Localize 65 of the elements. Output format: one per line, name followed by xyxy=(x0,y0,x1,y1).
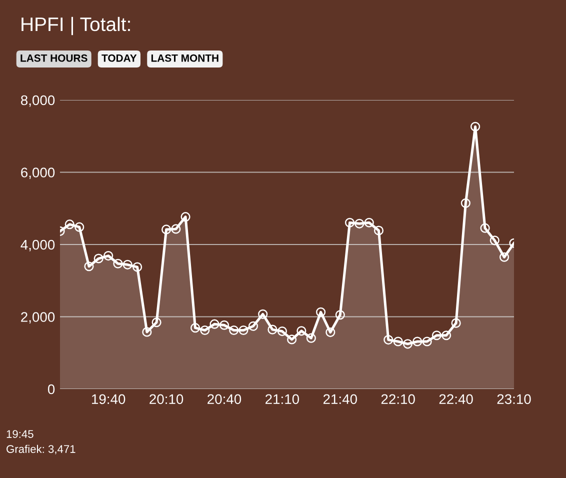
x-tick-label: 19:40 xyxy=(92,394,126,404)
point xyxy=(104,250,114,261)
point xyxy=(142,327,152,337)
point xyxy=(113,258,123,268)
point xyxy=(306,333,316,343)
point xyxy=(200,325,210,336)
point xyxy=(248,321,258,331)
point xyxy=(161,224,172,234)
point xyxy=(190,323,200,333)
text: TODAY xyxy=(102,54,137,62)
x-tick-label: 22:10 xyxy=(381,394,415,404)
text: LAST HOURS xyxy=(20,54,88,62)
point xyxy=(84,262,94,272)
x-tick-label: 20:10 xyxy=(150,394,184,404)
point xyxy=(335,310,345,320)
y-tick-label: 0 xyxy=(48,384,55,394)
point xyxy=(74,222,84,232)
point xyxy=(122,260,132,270)
point xyxy=(210,319,220,329)
point xyxy=(402,339,413,349)
point xyxy=(152,318,162,328)
point xyxy=(470,122,480,132)
point xyxy=(268,324,278,334)
point xyxy=(364,218,374,228)
point xyxy=(480,223,490,233)
y-tick-label: 2,000 xyxy=(21,312,55,324)
point xyxy=(490,236,500,246)
point xyxy=(229,325,239,336)
point xyxy=(442,330,452,340)
point xyxy=(499,252,510,262)
x-tick-label: 21:10 xyxy=(266,394,300,404)
point xyxy=(316,307,326,317)
point xyxy=(451,318,461,328)
point xyxy=(219,320,230,330)
point xyxy=(171,224,181,234)
point xyxy=(393,336,403,346)
point xyxy=(258,309,268,319)
point xyxy=(432,330,442,340)
point xyxy=(287,334,297,344)
text: 19:45 xyxy=(6,430,34,438)
point xyxy=(384,335,394,345)
point xyxy=(422,336,432,346)
point xyxy=(326,327,336,338)
x-tick-label: 23:10 xyxy=(497,394,531,404)
point xyxy=(344,218,355,228)
y-tick-label: 4,000 xyxy=(20,240,55,252)
text: Grafiek: 3,471 xyxy=(6,444,76,454)
point xyxy=(64,220,74,230)
text: LAST MONTH xyxy=(151,54,218,62)
point xyxy=(132,262,142,272)
x-tick-label: 22:40 xyxy=(439,394,473,404)
point xyxy=(277,326,287,336)
point xyxy=(354,218,364,228)
x-tick-label: 21:40 xyxy=(323,394,357,404)
point xyxy=(238,325,248,336)
y-tick-label: 8,000 xyxy=(20,95,55,107)
point xyxy=(94,254,104,264)
point xyxy=(460,198,470,208)
point xyxy=(296,326,306,336)
point xyxy=(374,226,384,236)
point xyxy=(180,212,190,222)
x-tick-label: 20:40 xyxy=(208,394,242,404)
chart-title: HPFI | Totalt: xyxy=(22,16,130,36)
y-tick-label: 6,000 xyxy=(21,168,55,180)
point xyxy=(412,336,422,346)
